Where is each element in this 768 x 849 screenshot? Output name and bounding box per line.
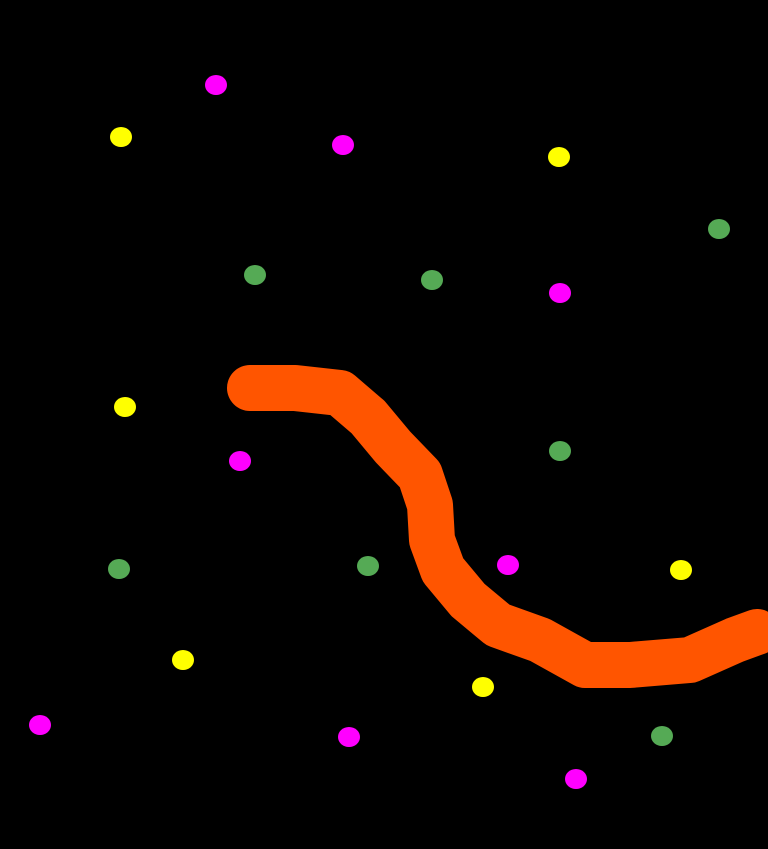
magenta-dot	[549, 283, 571, 303]
green-dot	[708, 219, 730, 239]
yellow-dot	[472, 677, 494, 697]
drawn-stroke	[227, 365, 768, 688]
green-dot	[549, 441, 571, 461]
magenta-dot	[29, 715, 51, 735]
green-dot	[108, 559, 130, 579]
magenta-dot	[565, 769, 587, 789]
magenta-dot	[332, 135, 354, 155]
yellow-dot	[172, 650, 194, 670]
magenta-dot	[338, 727, 360, 747]
green-dot	[244, 265, 266, 285]
magenta-dot	[229, 451, 251, 471]
yellow-dot	[670, 560, 692, 580]
dots-layer	[29, 75, 730, 789]
green-dot	[651, 726, 673, 746]
magenta-dot	[205, 75, 227, 95]
green-dot	[421, 270, 443, 290]
magenta-dot	[497, 555, 519, 575]
yellow-dot	[114, 397, 136, 417]
yellow-dot	[110, 127, 132, 147]
green-dot	[357, 556, 379, 576]
yellow-dot	[548, 147, 570, 167]
